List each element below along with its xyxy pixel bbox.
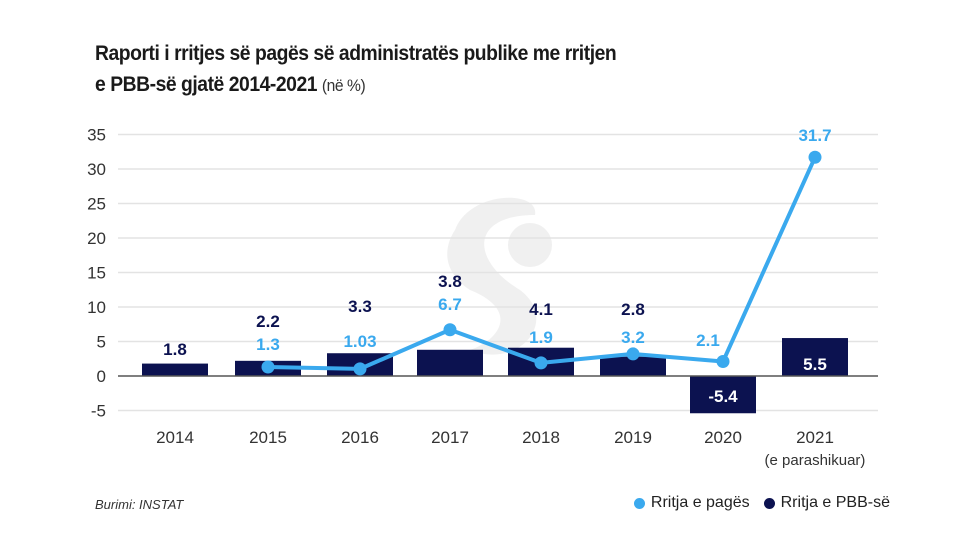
legend-item-wage[interactable]: Rritja e pagës xyxy=(633,494,750,512)
x-tick-label: 2020 xyxy=(704,428,742,447)
x-tick-label: 2018 xyxy=(522,428,560,447)
source-note: Burimi: INSTAT xyxy=(95,497,184,512)
y-tick-label: 10 xyxy=(87,298,106,317)
bar-label-2017: 3.8 xyxy=(438,272,462,291)
x-tick-label: 2019 xyxy=(614,428,652,447)
y-tick-label: 0 xyxy=(97,367,106,386)
y-tick-label: 30 xyxy=(87,160,106,179)
bar-label-2015: 2.2 xyxy=(256,312,280,331)
line-label-2018: 1.9 xyxy=(529,328,553,347)
y-tick-label: 35 xyxy=(87,126,106,145)
x-tick-label: 2015 xyxy=(249,428,287,447)
y-tick-label: 20 xyxy=(87,229,106,248)
point-wage-2017 xyxy=(443,323,457,337)
point-wage-2021 xyxy=(808,150,822,164)
bar-label-2019: 2.8 xyxy=(621,300,645,319)
y-tick-label: 25 xyxy=(87,195,106,214)
point-wage-2020 xyxy=(716,355,730,369)
line-label-2016: 1.03 xyxy=(343,332,376,351)
point-wage-2015 xyxy=(261,360,275,374)
y-axis-ticks: -5 0 5 10 15 20 25 30 35 xyxy=(87,126,106,421)
legend-item-gdp[interactable]: Rritja e PBB-së xyxy=(763,494,890,512)
x-tick-label: 2021 xyxy=(796,428,834,447)
x-tick-label: 2017 xyxy=(431,428,469,447)
line-label-2021: 31.7 xyxy=(798,126,831,145)
bar-label-2018: 4.1 xyxy=(529,300,553,319)
chart-title: Raporti i rritjes së pagës së administra… xyxy=(95,38,684,101)
data-labels: 1.8 2.2 3.3 3.8 4.1 2.8 -5.4 5.5 1.3 1.03 6.7 1.9 3.… xyxy=(163,126,831,406)
line-series xyxy=(261,150,822,376)
x-tick-label: 2016 xyxy=(341,428,379,447)
x-tick-label: 2014 xyxy=(156,428,194,447)
legend-wage-dot-icon xyxy=(633,497,645,509)
line-label-2015: 1.3 xyxy=(256,335,280,354)
bar-gdp-2020 xyxy=(690,376,756,414)
y-tick-label: 15 xyxy=(87,264,106,283)
x-axis-ticks: 2014 2015 2016 2017 2018 2019 2020 2021 (e paras… xyxy=(156,428,865,469)
title-line-2: e PBB-së gjatë 2014-2021 (në %) xyxy=(95,69,684,101)
legend-gdp-dot-icon xyxy=(763,497,775,509)
bar-label-2020: -5.4 xyxy=(708,387,738,406)
line-label-2020: 2.1 xyxy=(696,331,720,350)
line-label-2017: 6.7 xyxy=(438,295,462,314)
bar-gdp-2014 xyxy=(142,363,208,376)
title-line-2-text: e PBB-së gjatë 2014-2021 xyxy=(95,73,318,96)
point-wage-2019 xyxy=(626,347,640,361)
bar-label-2016: 3.3 xyxy=(348,297,372,316)
x-tick-sublabel: (e parashikuar) xyxy=(765,452,866,469)
y-tick-label: -5 xyxy=(91,402,106,421)
bar-label-2014: 1.8 xyxy=(163,340,187,359)
y-tick-label: 5 xyxy=(97,333,106,352)
legend-gdp-label: Rritja e PBB-së xyxy=(780,494,890,511)
bar-label-2021: 5.5 xyxy=(803,355,827,374)
bar-gdp-2021 xyxy=(782,338,848,376)
bar-gdp-2019 xyxy=(600,356,666,376)
legend-wage-label: Rritja e pagës xyxy=(650,494,750,511)
legend: Rritja e pagës Rritja e PBB-së xyxy=(633,494,890,512)
point-wage-2016 xyxy=(353,362,367,376)
title-line-1: Raporti i rritjes së pagës së administra… xyxy=(95,42,617,65)
point-wage-2018 xyxy=(534,356,548,370)
title-unit: (në %) xyxy=(321,76,366,95)
line-label-2019: 3.2 xyxy=(621,328,645,347)
watermark-logo-icon xyxy=(447,197,552,355)
bar-gdp-2017 xyxy=(417,349,483,376)
